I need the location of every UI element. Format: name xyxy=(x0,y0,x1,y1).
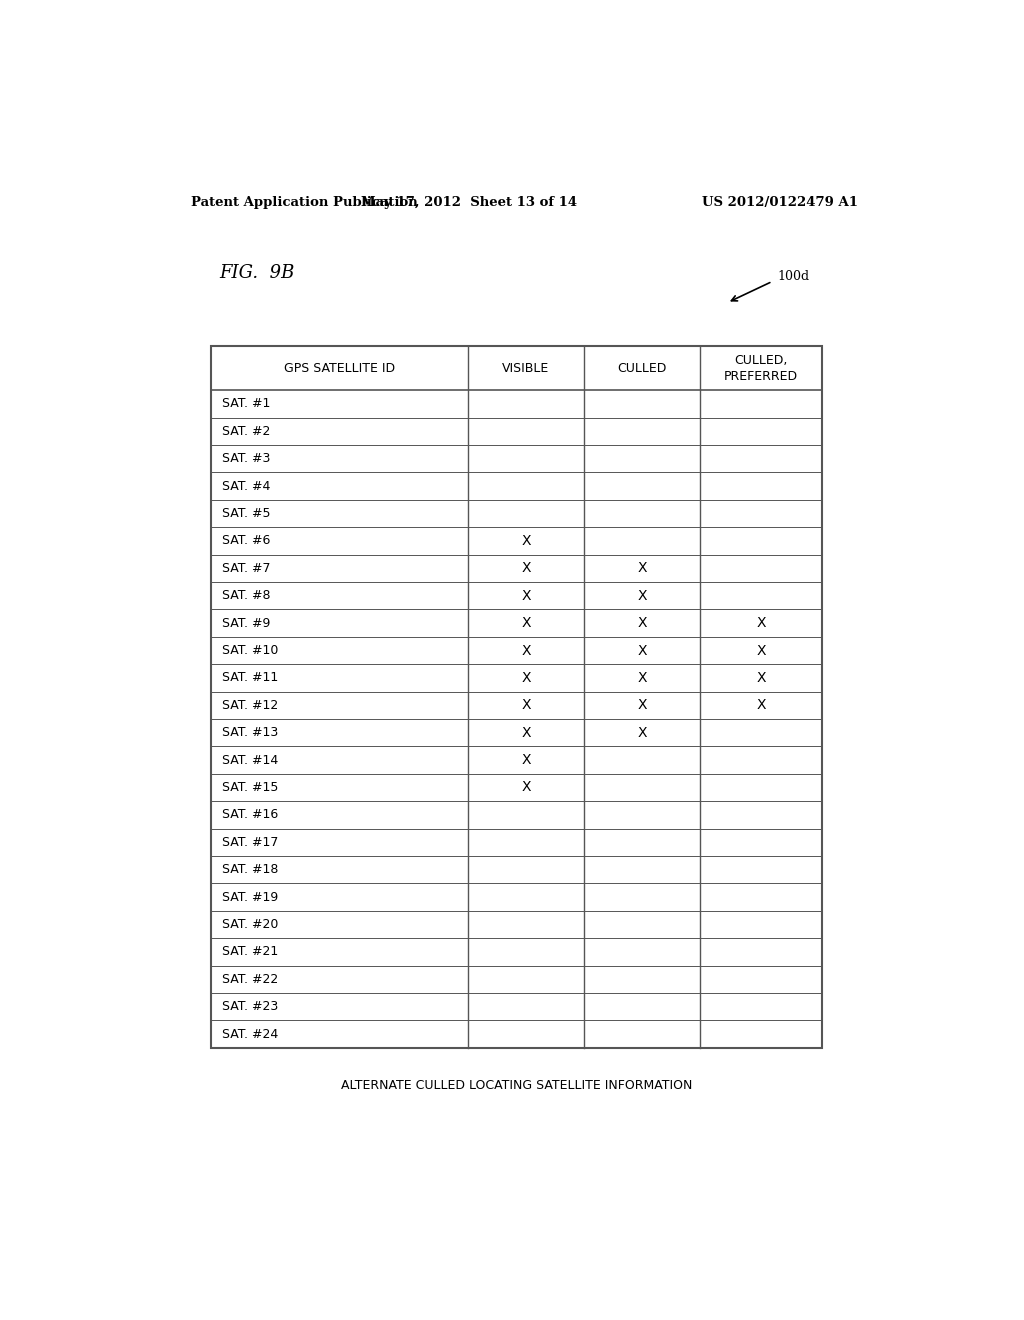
Text: SAT. #24: SAT. #24 xyxy=(221,1027,278,1040)
Text: US 2012/0122479 A1: US 2012/0122479 A1 xyxy=(702,195,858,209)
Text: SAT. #7: SAT. #7 xyxy=(221,562,270,574)
Text: 100d: 100d xyxy=(777,269,809,282)
Text: SAT. #11: SAT. #11 xyxy=(221,672,278,684)
Text: X: X xyxy=(757,616,766,630)
Text: CULLED: CULLED xyxy=(617,362,667,375)
Text: SAT. #8: SAT. #8 xyxy=(221,589,270,602)
Text: SAT. #14: SAT. #14 xyxy=(221,754,278,767)
Text: X: X xyxy=(637,616,647,630)
Text: SAT. #16: SAT. #16 xyxy=(221,808,278,821)
Text: SAT. #19: SAT. #19 xyxy=(221,891,278,904)
Text: SAT. #17: SAT. #17 xyxy=(221,836,279,849)
Text: CULLED,
PREFERRED: CULLED, PREFERRED xyxy=(724,354,799,383)
Text: SAT. #23: SAT. #23 xyxy=(221,1001,278,1014)
Text: X: X xyxy=(757,671,766,685)
Text: X: X xyxy=(637,644,647,657)
Bar xyxy=(211,346,822,1048)
Text: X: X xyxy=(637,589,647,603)
Text: SAT. #9: SAT. #9 xyxy=(221,616,270,630)
Text: X: X xyxy=(637,726,647,739)
Text: X: X xyxy=(637,561,647,576)
Text: SAT. #5: SAT. #5 xyxy=(221,507,270,520)
Text: X: X xyxy=(637,698,647,713)
Text: SAT. #4: SAT. #4 xyxy=(221,479,270,492)
Text: SAT. #22: SAT. #22 xyxy=(221,973,278,986)
Text: X: X xyxy=(521,533,530,548)
Text: SAT. #20: SAT. #20 xyxy=(221,917,279,931)
Text: X: X xyxy=(521,671,530,685)
Text: X: X xyxy=(521,754,530,767)
Text: ALTERNATE CULLED LOCATING SATELLITE INFORMATION: ALTERNATE CULLED LOCATING SATELLITE INFO… xyxy=(341,1078,692,1092)
Text: SAT. #13: SAT. #13 xyxy=(221,726,278,739)
Text: X: X xyxy=(521,726,530,739)
Text: SAT. #2: SAT. #2 xyxy=(221,425,270,438)
Text: X: X xyxy=(521,616,530,630)
Text: SAT. #3: SAT. #3 xyxy=(221,453,270,465)
Text: SAT. #21: SAT. #21 xyxy=(221,945,278,958)
Text: X: X xyxy=(521,698,530,713)
Text: Patent Application Publication: Patent Application Publication xyxy=(191,195,418,209)
Text: X: X xyxy=(521,644,530,657)
Text: VISIBLE: VISIBLE xyxy=(503,362,550,375)
Text: X: X xyxy=(521,561,530,576)
Text: X: X xyxy=(521,780,530,795)
Text: X: X xyxy=(757,698,766,713)
Text: SAT. #15: SAT. #15 xyxy=(221,781,279,795)
Text: X: X xyxy=(637,671,647,685)
Text: FIG.  9B: FIG. 9B xyxy=(219,264,295,282)
Text: SAT. #12: SAT. #12 xyxy=(221,698,278,711)
Text: SAT. #1: SAT. #1 xyxy=(221,397,270,411)
Text: X: X xyxy=(757,644,766,657)
Text: X: X xyxy=(521,589,530,603)
Text: SAT. #10: SAT. #10 xyxy=(221,644,279,657)
Text: May 17, 2012  Sheet 13 of 14: May 17, 2012 Sheet 13 of 14 xyxy=(361,195,578,209)
Text: GPS SATELLITE ID: GPS SATELLITE ID xyxy=(284,362,395,375)
Text: SAT. #6: SAT. #6 xyxy=(221,535,270,548)
Text: SAT. #18: SAT. #18 xyxy=(221,863,279,876)
